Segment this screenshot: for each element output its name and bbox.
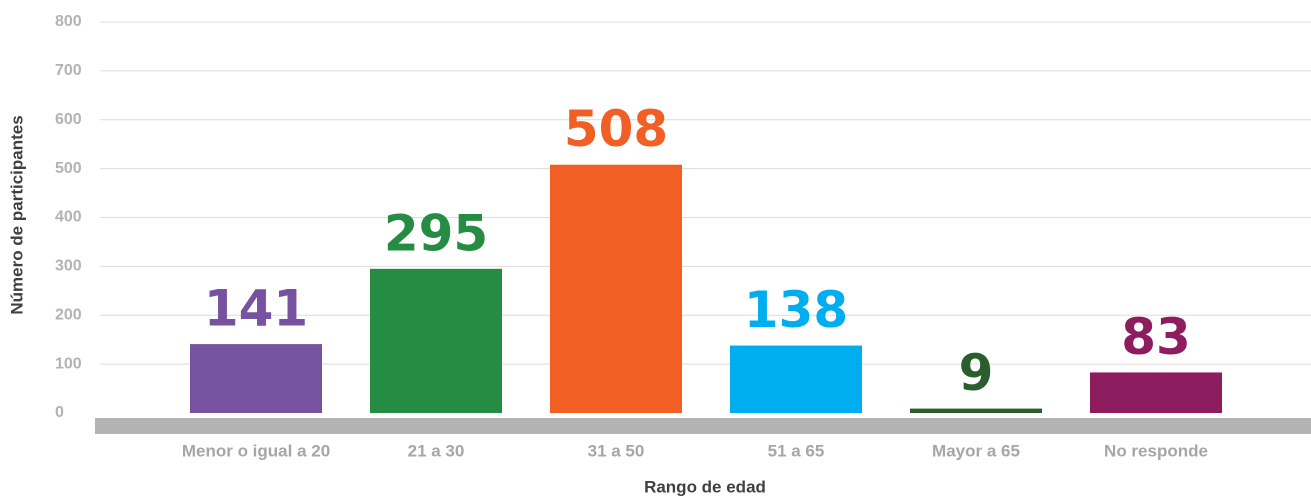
bar bbox=[730, 345, 862, 413]
y-tick-label: 400 bbox=[55, 209, 82, 226]
bar bbox=[190, 344, 322, 413]
x-tick-label: Mayor a 65 bbox=[932, 441, 1020, 460]
y-tick-label: 100 bbox=[55, 355, 82, 372]
y-tick-label: 700 bbox=[55, 62, 82, 79]
value-label: 9 bbox=[959, 344, 994, 402]
x-tick-label: 31 a 50 bbox=[588, 441, 645, 460]
baseline-band bbox=[95, 418, 1311, 434]
value-label: 295 bbox=[384, 204, 488, 262]
y-axis-title: Número de participantes bbox=[7, 115, 26, 314]
x-tick-label: 51 a 65 bbox=[768, 441, 825, 460]
y-tick-label: 200 bbox=[55, 306, 82, 323]
bar bbox=[550, 164, 682, 413]
y-tick-label: 800 bbox=[55, 13, 82, 30]
y-tick-label: 300 bbox=[55, 258, 82, 275]
y-tick-label: 600 bbox=[55, 111, 82, 128]
value-label: 83 bbox=[1121, 308, 1191, 366]
value-label: 141 bbox=[204, 280, 308, 338]
x-tick-label: No responde bbox=[1104, 441, 1208, 460]
bar bbox=[910, 408, 1042, 413]
value-label: 138 bbox=[744, 281, 848, 339]
y-tick-label: 500 bbox=[55, 160, 82, 177]
y-tick-label: 0 bbox=[55, 404, 64, 421]
bar bbox=[370, 268, 502, 413]
bar bbox=[1090, 372, 1222, 413]
x-axis-title: Rango de edad bbox=[644, 477, 766, 496]
x-tick-label: Menor o igual a 20 bbox=[182, 441, 330, 460]
value-label: 508 bbox=[564, 100, 668, 158]
x-tick-label: 21 a 30 bbox=[408, 441, 465, 460]
